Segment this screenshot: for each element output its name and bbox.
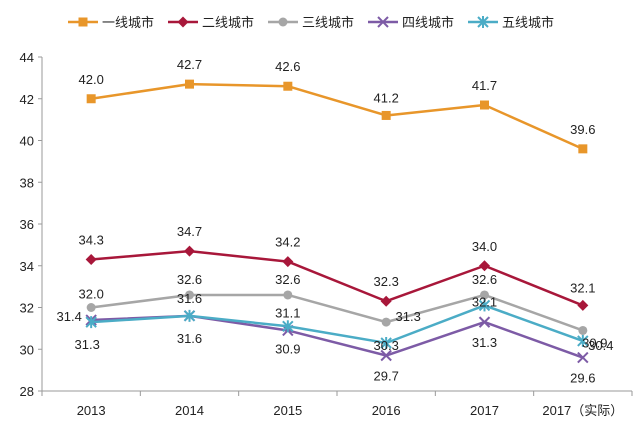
axes: 28 30 32 34 36 38 40 42 44 2013 2014 2015 2016 2017 20… xyxy=(20,50,633,418)
x-tick-label: 2013 xyxy=(77,403,106,418)
legend: 一线城市 二线城市 三线城市 四线城市 五线城市 xyxy=(68,15,554,31)
legend-item-3: 三线城市 xyxy=(268,15,354,31)
data-label-s5-4: 30.3 xyxy=(374,338,399,353)
legend-marker xyxy=(78,17,88,27)
data-point-s3-3 xyxy=(283,290,293,300)
legend-item-5: 五线城市 xyxy=(468,15,554,31)
data-point-s4-5 xyxy=(478,316,491,328)
data-point-s3-1 xyxy=(86,303,96,312)
data-label-s3-4: 31.3 xyxy=(396,309,421,324)
data-label-s1-5: 41.7 xyxy=(472,78,497,93)
data-label-s2-4: 32.3 xyxy=(374,274,399,289)
data-point-s4-4 xyxy=(380,349,392,362)
x-tick-label: 2014 xyxy=(175,403,204,418)
y-tick-label: 40 xyxy=(20,134,34,149)
x-tick-label: 2016 xyxy=(372,403,401,418)
data-label-s4-4: 29.7 xyxy=(374,369,399,384)
data-point-s1-5 xyxy=(480,100,489,110)
legend-label: 五线城市 xyxy=(502,15,554,31)
data-point-s5-3 xyxy=(282,320,294,333)
series-line-1 xyxy=(90,82,584,150)
y-tick-label: 32 xyxy=(20,301,34,316)
y-tick-label: 36 xyxy=(20,217,34,232)
data-point-s1-3 xyxy=(283,81,293,91)
legend-label: 二线城市 xyxy=(202,15,254,31)
data-label-s1-3: 42.6 xyxy=(275,59,300,74)
legend-marker xyxy=(278,17,288,27)
series-line-5 xyxy=(91,304,584,345)
data-label-s3-1: 32.0 xyxy=(79,287,104,302)
x-tick-label: 2017（实际） xyxy=(542,403,623,418)
data-label-s4-2: 31.6 xyxy=(177,291,202,306)
legend-marker xyxy=(477,16,489,28)
legend-marker xyxy=(177,16,189,28)
data-label-s3-6: 30.9 xyxy=(582,335,607,350)
data-point-s5-5 xyxy=(478,299,491,312)
data-label-s4-5: 31.3 xyxy=(472,335,497,350)
legend-label: 一线城市 xyxy=(102,15,154,31)
data-label-s5-6: 30.4 xyxy=(588,338,613,353)
data-label-s1-4: 41.2 xyxy=(374,90,399,105)
data-label-s3-3: 32.6 xyxy=(275,272,300,287)
data-label-s1-2: 42.7 xyxy=(177,57,202,72)
data-point-s3-5 xyxy=(480,290,489,300)
data-point-s3-2 xyxy=(185,290,194,300)
data-point-s2-4 xyxy=(380,295,392,307)
data-label-s5-5: 32.1 xyxy=(472,294,497,309)
data-label-s1-1: 42.0 xyxy=(79,72,104,87)
data-point-s3-4 xyxy=(381,317,391,327)
legend-item-4: 四线城市 xyxy=(368,15,454,31)
data-label-s2-1: 34.3 xyxy=(79,232,104,247)
data-label-s2-3: 34.2 xyxy=(275,235,300,250)
data-label-s4-6: 29.6 xyxy=(570,371,595,386)
x-tick-label: 2015 xyxy=(273,403,302,418)
data-labels: 42.0 42.7 42.6 41.2 41.7 39.6 34.3 34.7 34.2 32.3… xyxy=(57,57,614,385)
y-tick-label: 42 xyxy=(20,92,34,107)
data-label-s2-2: 34.7 xyxy=(177,224,202,239)
data-point-s2-5 xyxy=(479,260,490,272)
data-point-s1-6 xyxy=(578,144,588,154)
legend-label: 三线城市 xyxy=(302,15,354,31)
data-point-s2-3 xyxy=(282,256,294,268)
series-line-3 xyxy=(91,293,584,332)
y-tick-label: 44 xyxy=(20,50,34,65)
data-label-s5-2: 31.6 xyxy=(177,331,202,346)
data-point-s1-2 xyxy=(185,79,194,89)
data-point-s5-4 xyxy=(380,336,392,349)
data-point-s5-6 xyxy=(577,334,589,347)
data-point-s4-6 xyxy=(577,351,589,364)
data-point-s3-6 xyxy=(578,325,588,335)
legend-item-2: 二线城市 xyxy=(168,15,254,31)
data-label-s4-3: 30.9 xyxy=(275,341,300,356)
legend-marker xyxy=(377,16,389,28)
data-label-s2-5: 34.0 xyxy=(472,239,497,254)
legend-item-1: 一线城市 xyxy=(68,15,154,31)
data-label-s5-1: 31.3 xyxy=(75,337,100,352)
data-label-s3-5: 32.6 xyxy=(472,272,497,287)
y-tick-label: 28 xyxy=(20,384,34,399)
data-point-s2-6 xyxy=(577,299,589,311)
series-line-2 xyxy=(91,249,584,307)
y-tick-label: 30 xyxy=(20,342,34,357)
y-tick-label: 38 xyxy=(20,175,34,190)
data-point-s2-2 xyxy=(184,245,195,257)
plot-area xyxy=(85,79,589,364)
data-point-s5-2 xyxy=(183,309,196,322)
data-label-s2-6: 32.1 xyxy=(570,280,595,295)
data-point-s5-1 xyxy=(85,316,97,329)
legend-label: 四线城市 xyxy=(402,15,454,31)
y-tick-label: 34 xyxy=(20,259,34,274)
series-line-4 xyxy=(91,314,584,359)
data-label-s5-3: 31.1 xyxy=(275,305,300,320)
data-label-s4-1: 31.4 xyxy=(57,309,82,324)
data-point-s2-1 xyxy=(85,253,97,265)
data-point-s1-1 xyxy=(86,94,96,104)
data-label-s3-2: 32.6 xyxy=(177,272,202,287)
x-tick-label: 2017 xyxy=(470,403,499,418)
data-label-s1-6: 39.6 xyxy=(570,122,595,137)
data-point-s1-4 xyxy=(381,110,391,120)
